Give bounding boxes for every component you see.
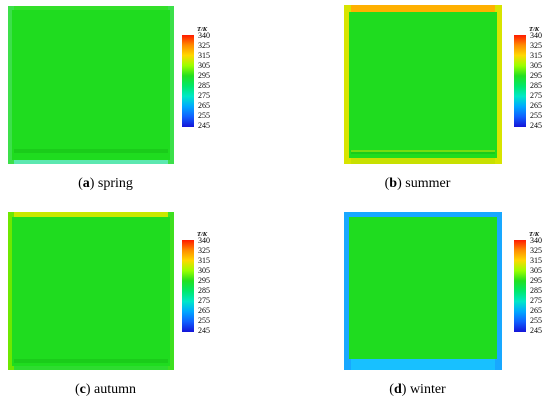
colorbar-tick-label: 275	[530, 91, 542, 100]
caption: (b) summer	[384, 176, 451, 191]
colorbar-gradient	[182, 35, 194, 127]
temperature-field	[12, 217, 170, 366]
colorbar-tick-label: 265	[198, 306, 210, 315]
colorbar-tick-label: 315	[530, 51, 542, 60]
colorbar-gradient	[514, 240, 526, 332]
colorbar	[182, 35, 194, 127]
edge-band	[344, 5, 351, 164]
colorbar-tick-label: 325	[198, 246, 210, 255]
colorbar-tick-label: 255	[198, 316, 210, 325]
temperature-field	[12, 10, 170, 160]
temperature-field	[349, 12, 497, 158]
colorbar-tick-label: 315	[198, 256, 210, 265]
colorbar	[514, 35, 526, 127]
edge-band	[8, 364, 174, 370]
colorbar-tick-label: 305	[198, 61, 210, 70]
colorbar-tick-label: 255	[530, 316, 542, 325]
panel-autumn: (c) autumn	[0, 206, 275, 412]
colorbar-tick-label: 265	[530, 306, 542, 315]
colorbar-tick-label: 325	[530, 246, 542, 255]
temperature-field	[349, 217, 497, 359]
colorbar-tick-label: 245	[530, 121, 542, 130]
colorbar-title: T/K	[529, 26, 540, 33]
colorbar-tick-label: 285	[530, 81, 542, 90]
edge-band	[495, 212, 502, 370]
temperature-field-summer	[344, 5, 502, 164]
colorbar-tick-label: 325	[198, 41, 210, 50]
colorbar-title: T/K	[197, 231, 208, 238]
colorbar-tick-label: 275	[198, 91, 210, 100]
panel-spring: (a) spring	[0, 0, 275, 206]
colorbar-tick-label: 315	[198, 51, 210, 60]
colorbar-gradient	[514, 35, 526, 127]
panel-summer: (b) summer	[275, 0, 550, 206]
colorbar-tick-label: 295	[198, 276, 210, 285]
colorbar-tick-label: 305	[198, 266, 210, 275]
edge-band	[168, 212, 174, 370]
colorbar-tick-label: 295	[530, 71, 542, 80]
colorbar	[182, 240, 194, 332]
caption: (a) spring	[78, 176, 133, 191]
edge-band	[8, 157, 174, 164]
colorbar-tick-label: 305	[530, 61, 542, 70]
edge-band	[344, 212, 502, 219]
temperature-field-autumn	[8, 212, 174, 370]
colorbar-tick-label: 255	[198, 111, 210, 120]
temperature-field-spring	[8, 6, 174, 164]
caption: (d) winter	[389, 382, 446, 397]
colorbar-title: T/K	[529, 231, 540, 238]
edge-band	[8, 212, 14, 370]
edge-band	[344, 155, 502, 164]
panel-winter: (d) winter	[275, 206, 550, 412]
colorbar-tick-label: 340	[198, 31, 210, 40]
edge-band	[168, 6, 174, 164]
colorbar-tick-label: 255	[530, 111, 542, 120]
edge-band	[8, 6, 174, 13]
colorbar-title: T/K	[197, 26, 208, 33]
colorbar-tick-label: 315	[530, 256, 542, 265]
colorbar	[514, 240, 526, 332]
colorbar-tick-label: 245	[198, 121, 210, 130]
edge-band	[344, 212, 351, 370]
colorbar-tick-label: 265	[530, 101, 542, 110]
edge-band	[8, 6, 14, 164]
colorbar-tick-label: 285	[198, 81, 210, 90]
colorbar-tick-label: 305	[530, 266, 542, 275]
colorbar-tick-label: 275	[530, 296, 542, 305]
colorbar-tick-label: 265	[198, 101, 210, 110]
edge-band	[344, 357, 502, 370]
colorbar-tick-label: 340	[530, 236, 542, 245]
colorbar-tick-label: 245	[198, 326, 210, 335]
colorbar-tick-label: 285	[530, 286, 542, 295]
edge-band	[495, 5, 502, 164]
colorbar-tick-label: 295	[530, 276, 542, 285]
edge-band	[8, 212, 174, 219]
colorbar-tick-label: 295	[198, 71, 210, 80]
temperature-field-winter	[344, 212, 502, 370]
colorbar-tick-label: 275	[198, 296, 210, 305]
colorbar-tick-label: 285	[198, 286, 210, 295]
colorbar-tick-label: 340	[530, 31, 542, 40]
colorbar-tick-label: 245	[530, 326, 542, 335]
colorbar-tick-label: 340	[198, 236, 210, 245]
edge-band	[344, 5, 502, 13]
colorbar-gradient	[182, 240, 194, 332]
caption: (c) autumn	[74, 382, 137, 397]
colorbar-tick-label: 325	[530, 41, 542, 50]
